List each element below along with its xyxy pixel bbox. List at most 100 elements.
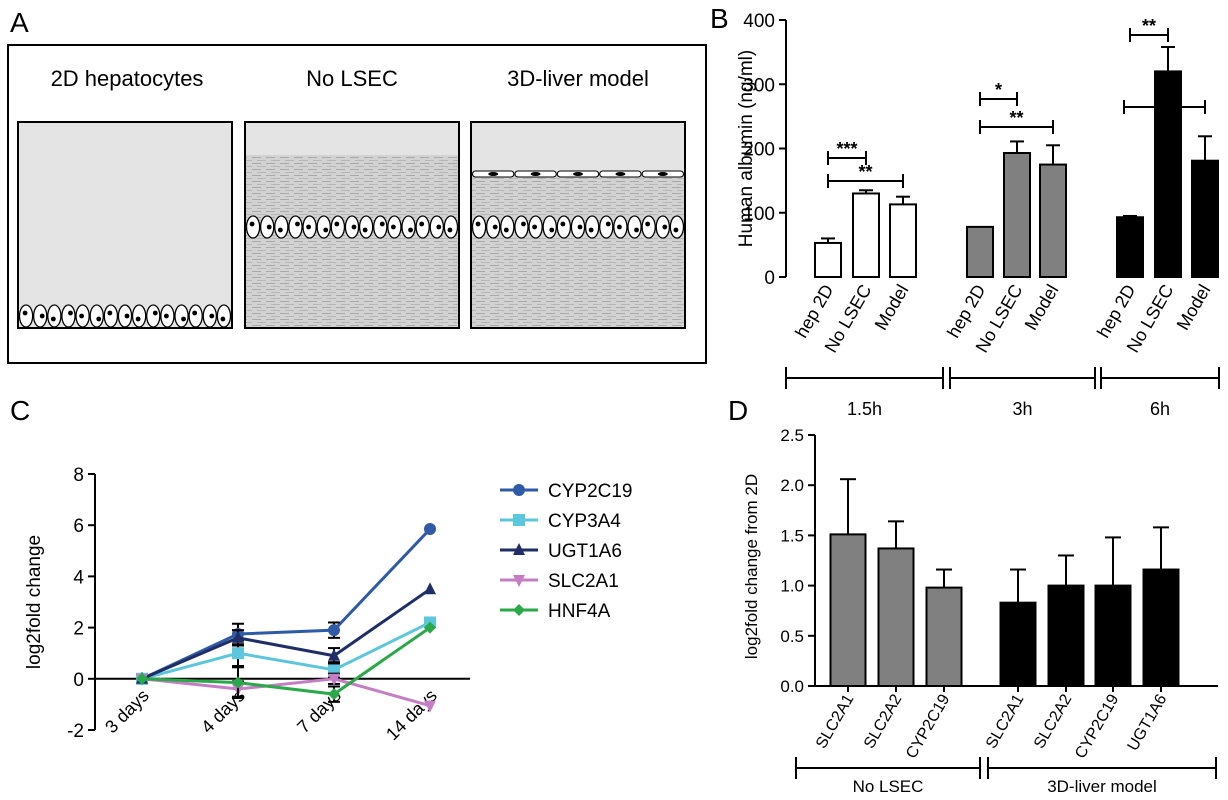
x-tick-label: 4 days	[197, 685, 249, 737]
hepatocyte-nucleus	[323, 227, 329, 233]
hepatocyte-layer	[471, 215, 685, 239]
hepatocyte-layer	[245, 215, 459, 239]
hepatocyte-nucleus	[220, 316, 226, 322]
x-tick-label: Model	[871, 281, 913, 333]
hepatocyte-cell	[47, 304, 62, 328]
lsec-nucleus	[488, 172, 499, 176]
hepatocyte-nucleus	[96, 316, 102, 322]
y-tick-label: 0.0	[780, 677, 804, 696]
x-tick-label: Model	[1173, 281, 1215, 333]
hepatocyte-nucleus	[419, 221, 425, 227]
hepatocyte-nucleus	[521, 221, 526, 227]
hepatocyte-nucleus	[266, 224, 272, 230]
well-no-lsec	[244, 121, 460, 329]
hepatocyte-nucleus	[549, 227, 555, 233]
hepatocyte-cell	[669, 215, 685, 239]
y-tick-label: -2	[67, 721, 84, 742]
hepatocyte-nucleus	[249, 221, 255, 227]
data-point	[232, 630, 244, 643]
hepatocyte-nucleus	[192, 310, 198, 316]
hepatocyte-nucleus	[334, 221, 340, 227]
bar	[1003, 151, 1031, 278]
hepatocyte-cell	[245, 215, 261, 239]
y-tick-label: 400	[743, 11, 775, 32]
schematic-label-3d: 3D-liver model	[507, 66, 649, 91]
series-line	[141, 626, 431, 696]
hepatocyte-cell	[316, 215, 331, 239]
hepatocyte-nucleus	[605, 221, 611, 227]
x-tick-label: CYP2C19	[903, 691, 953, 761]
hepatocyte-cell	[358, 215, 374, 239]
hepatocyte-cell	[103, 304, 119, 328]
group-label: 6h	[1150, 399, 1170, 419]
significance-label: **	[858, 162, 872, 182]
hepatocyte-nucleus	[209, 313, 215, 319]
data-point	[328, 673, 340, 686]
series-cyp3a4	[136, 616, 436, 685]
legend-label: HNF4A	[548, 601, 611, 622]
y-tick-label: 200	[743, 140, 775, 161]
series-hnf4a	[136, 621, 436, 703]
hepatocyte-cell	[174, 304, 189, 328]
schematic-label-nolsec: No LSEC	[306, 66, 398, 91]
y-tick-label: 2.5	[780, 426, 804, 445]
bar	[1191, 159, 1219, 279]
hepatocyte-nucleus	[560, 221, 566, 227]
hepatocyte-cell	[627, 215, 642, 239]
y-tick-label: 8	[73, 465, 84, 486]
significance-label: **	[1157, 88, 1171, 108]
lsec-layer	[471, 170, 685, 178]
panel-label-c: C	[10, 395, 30, 426]
hepatocyte-cell	[471, 215, 487, 239]
bar	[1047, 584, 1085, 687]
hepatocyte-cell	[415, 215, 430, 239]
y-tick-label: 0	[73, 670, 84, 691]
hepatocyte-cell	[131, 304, 147, 328]
chart-d-fold-change: 0.0 0.5 1.0 1.5 2.0 2.5 log2fold change from 2…	[742, 426, 1218, 796]
bar	[814, 241, 842, 278]
legend-marker	[513, 514, 525, 526]
series-line	[141, 528, 432, 681]
hepatocyte-cell	[556, 215, 572, 239]
hepatocyte-nucleus	[436, 224, 442, 230]
series-line	[141, 677, 431, 708]
x-tick-label: UGT1A6	[1125, 691, 1171, 753]
hepatocyte-nucleus	[391, 224, 396, 230]
hepatocyte-nucleus	[588, 227, 594, 233]
schematic-frame	[7, 44, 707, 364]
panel-label-a: A	[10, 7, 29, 38]
panel-label-b: B	[710, 3, 729, 34]
bar	[1154, 70, 1182, 279]
hepatocyte-nucleus	[152, 310, 158, 316]
y-tick-label: 2	[73, 619, 84, 640]
y-tick-label: 4	[73, 567, 84, 588]
lsec-nucleus	[615, 172, 626, 176]
bar	[1039, 163, 1067, 278]
y-tick-label: 100	[743, 204, 775, 225]
significance-label: **	[1142, 16, 1156, 36]
data-point	[328, 688, 340, 701]
panel-label-d: D	[728, 395, 748, 426]
hepatocyte-nucleus	[503, 227, 509, 233]
data-point	[136, 672, 148, 685]
bar	[925, 586, 963, 687]
well-3d-liver-model	[470, 121, 686, 329]
y-tick-label: 300	[743, 75, 775, 96]
hepatocyte-cell	[188, 304, 203, 328]
hepatocyte-cell	[18, 304, 34, 328]
group-label: 3D-liver model	[1047, 777, 1157, 796]
x-tick-label: SLC2A1	[983, 691, 1028, 751]
data-point	[424, 582, 436, 595]
hepatocyte-nucleus	[135, 316, 141, 322]
x-tick-label: Model	[1021, 281, 1063, 333]
x-tick-label: CYP2C19	[1072, 691, 1122, 761]
hepatocyte-nucleus	[673, 227, 679, 233]
y-axis-label: Human albumin (ng/ml)	[736, 50, 757, 247]
hepatocyte-cell	[146, 304, 161, 328]
hepatocyte-nucleus	[181, 316, 186, 322]
hepatocyte-nucleus	[295, 221, 300, 227]
series-line	[141, 587, 431, 681]
y-axis-label: log2fold change	[24, 535, 45, 669]
